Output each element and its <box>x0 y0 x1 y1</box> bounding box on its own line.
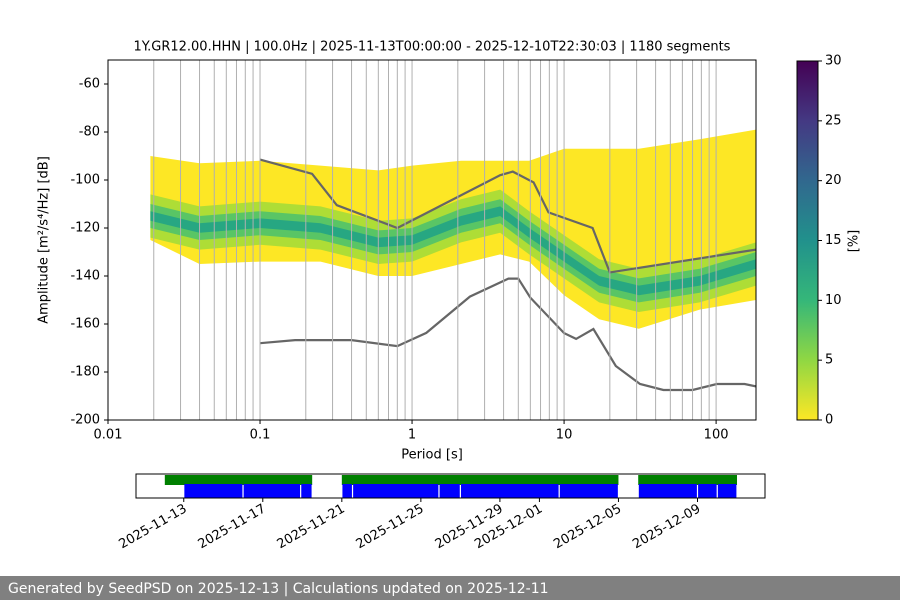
chart-title: 1Y.GR12.00.HHN | 100.0Hz | 2025-11-13T00… <box>134 40 731 55</box>
x-tick-label: 0.1 <box>250 428 271 443</box>
x-tick-label: 2025-11-17 <box>196 502 269 553</box>
y-tick-label: -140 <box>70 269 100 284</box>
colorbar-tick-label: 25 <box>825 113 842 128</box>
availability-bar <box>353 484 439 498</box>
y-tick-label: -60 <box>79 77 100 92</box>
availability-bar <box>717 484 737 498</box>
footer-text: Generated by SeedPSD on 2025-12-13 | Cal… <box>8 581 549 597</box>
availability-bar <box>460 484 559 498</box>
x-tick-label: 2025-12-05 <box>551 502 624 553</box>
availability-bar <box>243 484 301 498</box>
y-tick-label: -100 <box>70 173 100 188</box>
plot-content <box>150 129 756 392</box>
availability-bar <box>184 484 243 498</box>
colorbar-tick-label: 30 <box>825 54 842 69</box>
colorbar-tick-label: 10 <box>825 293 842 308</box>
x-axis-label: Period [s] <box>401 448 463 463</box>
colorbar-tick-label: 0 <box>825 413 833 428</box>
y-tick-label: -120 <box>70 221 100 236</box>
availability-bar <box>164 475 313 485</box>
colorbar-tick-label: 20 <box>825 173 842 188</box>
availability-bar <box>439 484 460 498</box>
x-tick-label: 100 <box>704 428 729 443</box>
x-tick-label: 2025-11-21 <box>275 502 348 553</box>
y-tick-label: -180 <box>70 365 100 380</box>
availability-bar <box>301 484 312 498</box>
availability-bar <box>559 484 618 498</box>
x-tick-label: 2025-11-13 <box>117 502 190 553</box>
y-tick-label: -160 <box>70 317 100 332</box>
availability-bar <box>342 484 352 498</box>
availability-bar <box>341 475 619 485</box>
x-tick-label: 1 <box>408 428 416 443</box>
density-mode-band <box>150 206 756 296</box>
availability-bar <box>638 484 697 498</box>
x-tick-label: 2025-12-09 <box>630 502 703 553</box>
y-tick-label: -200 <box>70 413 100 428</box>
y-axis-label: Amplitude [m²/s⁴/Hz] [dB] <box>37 156 52 324</box>
availability-bar <box>638 475 738 485</box>
x-tick-label: 10 <box>556 428 573 443</box>
x-tick-label: 2025-11-25 <box>354 502 427 553</box>
availability-bar <box>698 484 717 498</box>
y-tick-label: -80 <box>79 125 100 140</box>
plot-frame <box>107 59 757 421</box>
colorbar-label: [%] <box>847 230 862 253</box>
footer-bar <box>0 576 900 600</box>
noise-model-line <box>259 158 756 274</box>
colorbar <box>796 60 819 421</box>
timeline-frame <box>135 473 766 499</box>
colorbar-tick-label: 15 <box>825 233 842 248</box>
x-tick-label: 0.01 <box>94 428 123 443</box>
colorbar-tick-label: 5 <box>825 353 833 368</box>
